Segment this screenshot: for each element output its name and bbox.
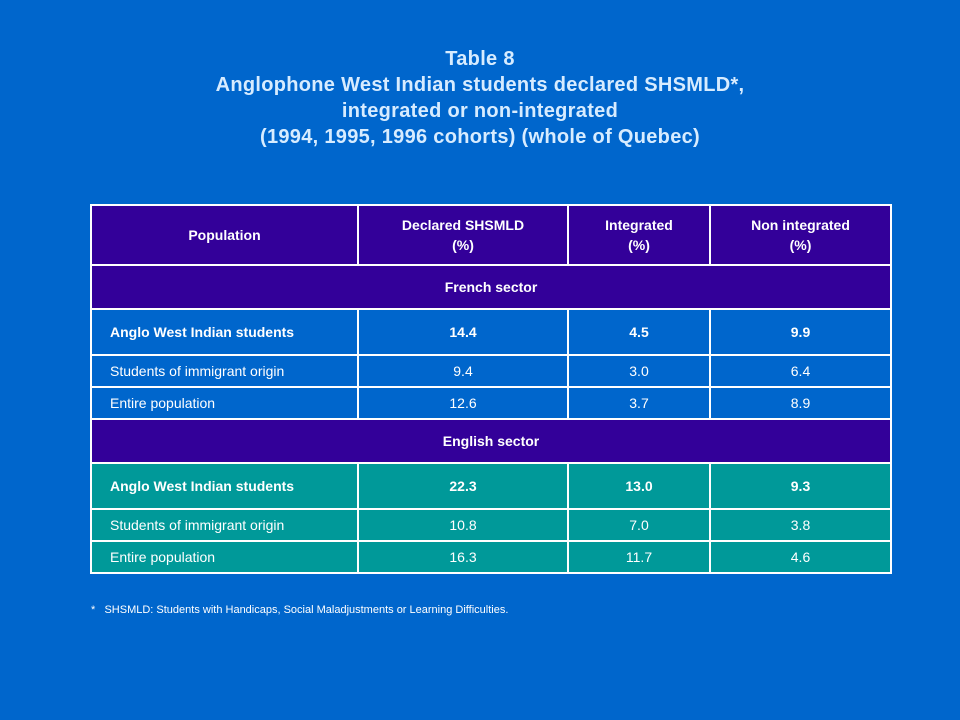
table-row: Anglo West Indian students 22.3 13.0 9.3: [90, 462, 892, 510]
footnote: * SHSMLD: Students with Handicaps, Socia…: [91, 604, 508, 616]
table-row: Anglo West Indian students 14.4 4.5 9.9: [90, 308, 892, 356]
header-declared-label: Declared SHSMLD: [401, 217, 525, 233]
title-line-1: Table 8: [445, 48, 515, 70]
declared-value: 9.4: [357, 354, 569, 388]
header-integrated: Integrated (%): [567, 204, 711, 266]
declared-value: 14.4: [357, 308, 569, 356]
data-table: Population Declared SHSMLD (%) Integrate…: [90, 204, 892, 574]
non-integrated-value: 4.6: [709, 540, 892, 574]
footnote-text: SHSMLD: Students with Handicaps, Social …: [104, 604, 509, 616]
title-line-4: (1994, 1995, 1996 cohorts) (whole of Que…: [259, 126, 701, 148]
sector-row-french: French sector: [90, 264, 892, 310]
header-non-integrated: Non integrated (%): [709, 204, 892, 266]
row-label: Students of immigrant origin: [90, 354, 359, 388]
non-integrated-value: 3.8: [709, 508, 892, 542]
table-row: Entire population 12.6 3.7 8.9: [90, 386, 892, 420]
declared-value: 22.3: [357, 462, 569, 510]
sector-row-english: English sector: [90, 418, 892, 464]
table-header-row: Population Declared SHSMLD (%) Integrate…: [90, 204, 892, 266]
row-label: Students of immigrant origin: [90, 508, 359, 542]
slide-title: Table 8 Anglophone West Indian students …: [0, 46, 960, 150]
table-row: Entire population 16.3 11.7 4.6: [90, 540, 892, 574]
integrated-value: 7.0: [567, 508, 711, 542]
title-line-2: Anglophone West Indian students declared…: [215, 74, 745, 96]
non-integrated-value: 8.9: [709, 386, 892, 420]
header-population-label: Population: [188, 227, 261, 243]
integrated-value: 3.0: [567, 354, 711, 388]
row-label: Anglo West Indian students: [90, 462, 359, 510]
integrated-value: 13.0: [567, 462, 711, 510]
footnote-marker: *: [91, 604, 96, 616]
declared-value: 16.3: [357, 540, 569, 574]
row-label: Entire population: [90, 540, 359, 574]
header-non-integrated-unit: (%): [789, 237, 812, 253]
table-row: Students of immigrant origin 10.8 7.0 3.…: [90, 508, 892, 542]
integrated-value: 3.7: [567, 386, 711, 420]
non-integrated-value: 6.4: [709, 354, 892, 388]
header-declared: Declared SHSMLD (%): [357, 204, 569, 266]
declared-value: 12.6: [357, 386, 569, 420]
table-row: Students of immigrant origin 9.4 3.0 6.4: [90, 354, 892, 388]
sector-label: English sector: [90, 418, 892, 464]
non-integrated-value: 9.3: [709, 462, 892, 510]
row-label: Anglo West Indian students: [90, 308, 359, 356]
row-label: Entire population: [90, 386, 359, 420]
header-population: Population: [90, 204, 359, 266]
integrated-value: 4.5: [567, 308, 711, 356]
sector-label: French sector: [90, 264, 892, 310]
header-declared-unit: (%): [452, 237, 474, 253]
header-integrated-label: Integrated: [605, 217, 673, 233]
declared-value: 10.8: [357, 508, 569, 542]
title-line-3: integrated or non-integrated: [341, 100, 619, 122]
non-integrated-value: 9.9: [709, 308, 892, 356]
integrated-value: 11.7: [567, 540, 711, 574]
header-non-integrated-label: Non integrated: [751, 217, 850, 233]
header-integrated-unit: (%): [628, 237, 650, 253]
